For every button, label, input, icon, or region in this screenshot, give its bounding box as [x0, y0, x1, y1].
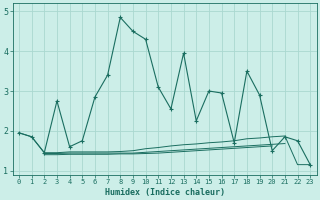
X-axis label: Humidex (Indice chaleur): Humidex (Indice chaleur): [105, 188, 225, 197]
